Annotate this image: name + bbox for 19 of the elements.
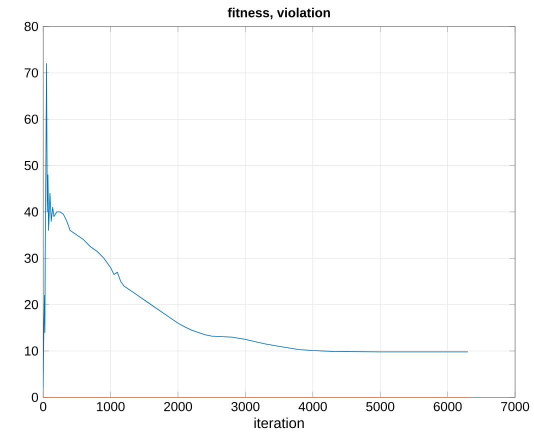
y-tick-label: 60 <box>24 114 38 124</box>
x-tick-label: 6000 <box>434 402 462 412</box>
y-tick-label: 0 <box>32 392 38 402</box>
x-tick-label: 0 <box>40 402 46 412</box>
y-tick-label: 70 <box>24 68 38 78</box>
x-tick-label: 2000 <box>164 402 192 412</box>
chart-title: fitness, violation <box>228 8 330 20</box>
y-tick-label: 40 <box>24 207 38 216</box>
x-tick-label: 7000 <box>501 402 530 412</box>
x-tick-label: 4000 <box>298 402 327 412</box>
y-tick-label: 30 <box>24 253 38 263</box>
x-axis-title: iteration <box>254 417 304 428</box>
y-tick-label: 50 <box>24 160 38 170</box>
y-tick-label: 80 <box>24 22 38 31</box>
y-tick-label: 20 <box>24 300 38 310</box>
x-tick-label: 5000 <box>366 402 394 412</box>
y-tick-label: 10 <box>25 346 38 356</box>
x-tick-label: 1000 <box>97 402 125 412</box>
x-tick-label: 3000 <box>231 402 260 412</box>
